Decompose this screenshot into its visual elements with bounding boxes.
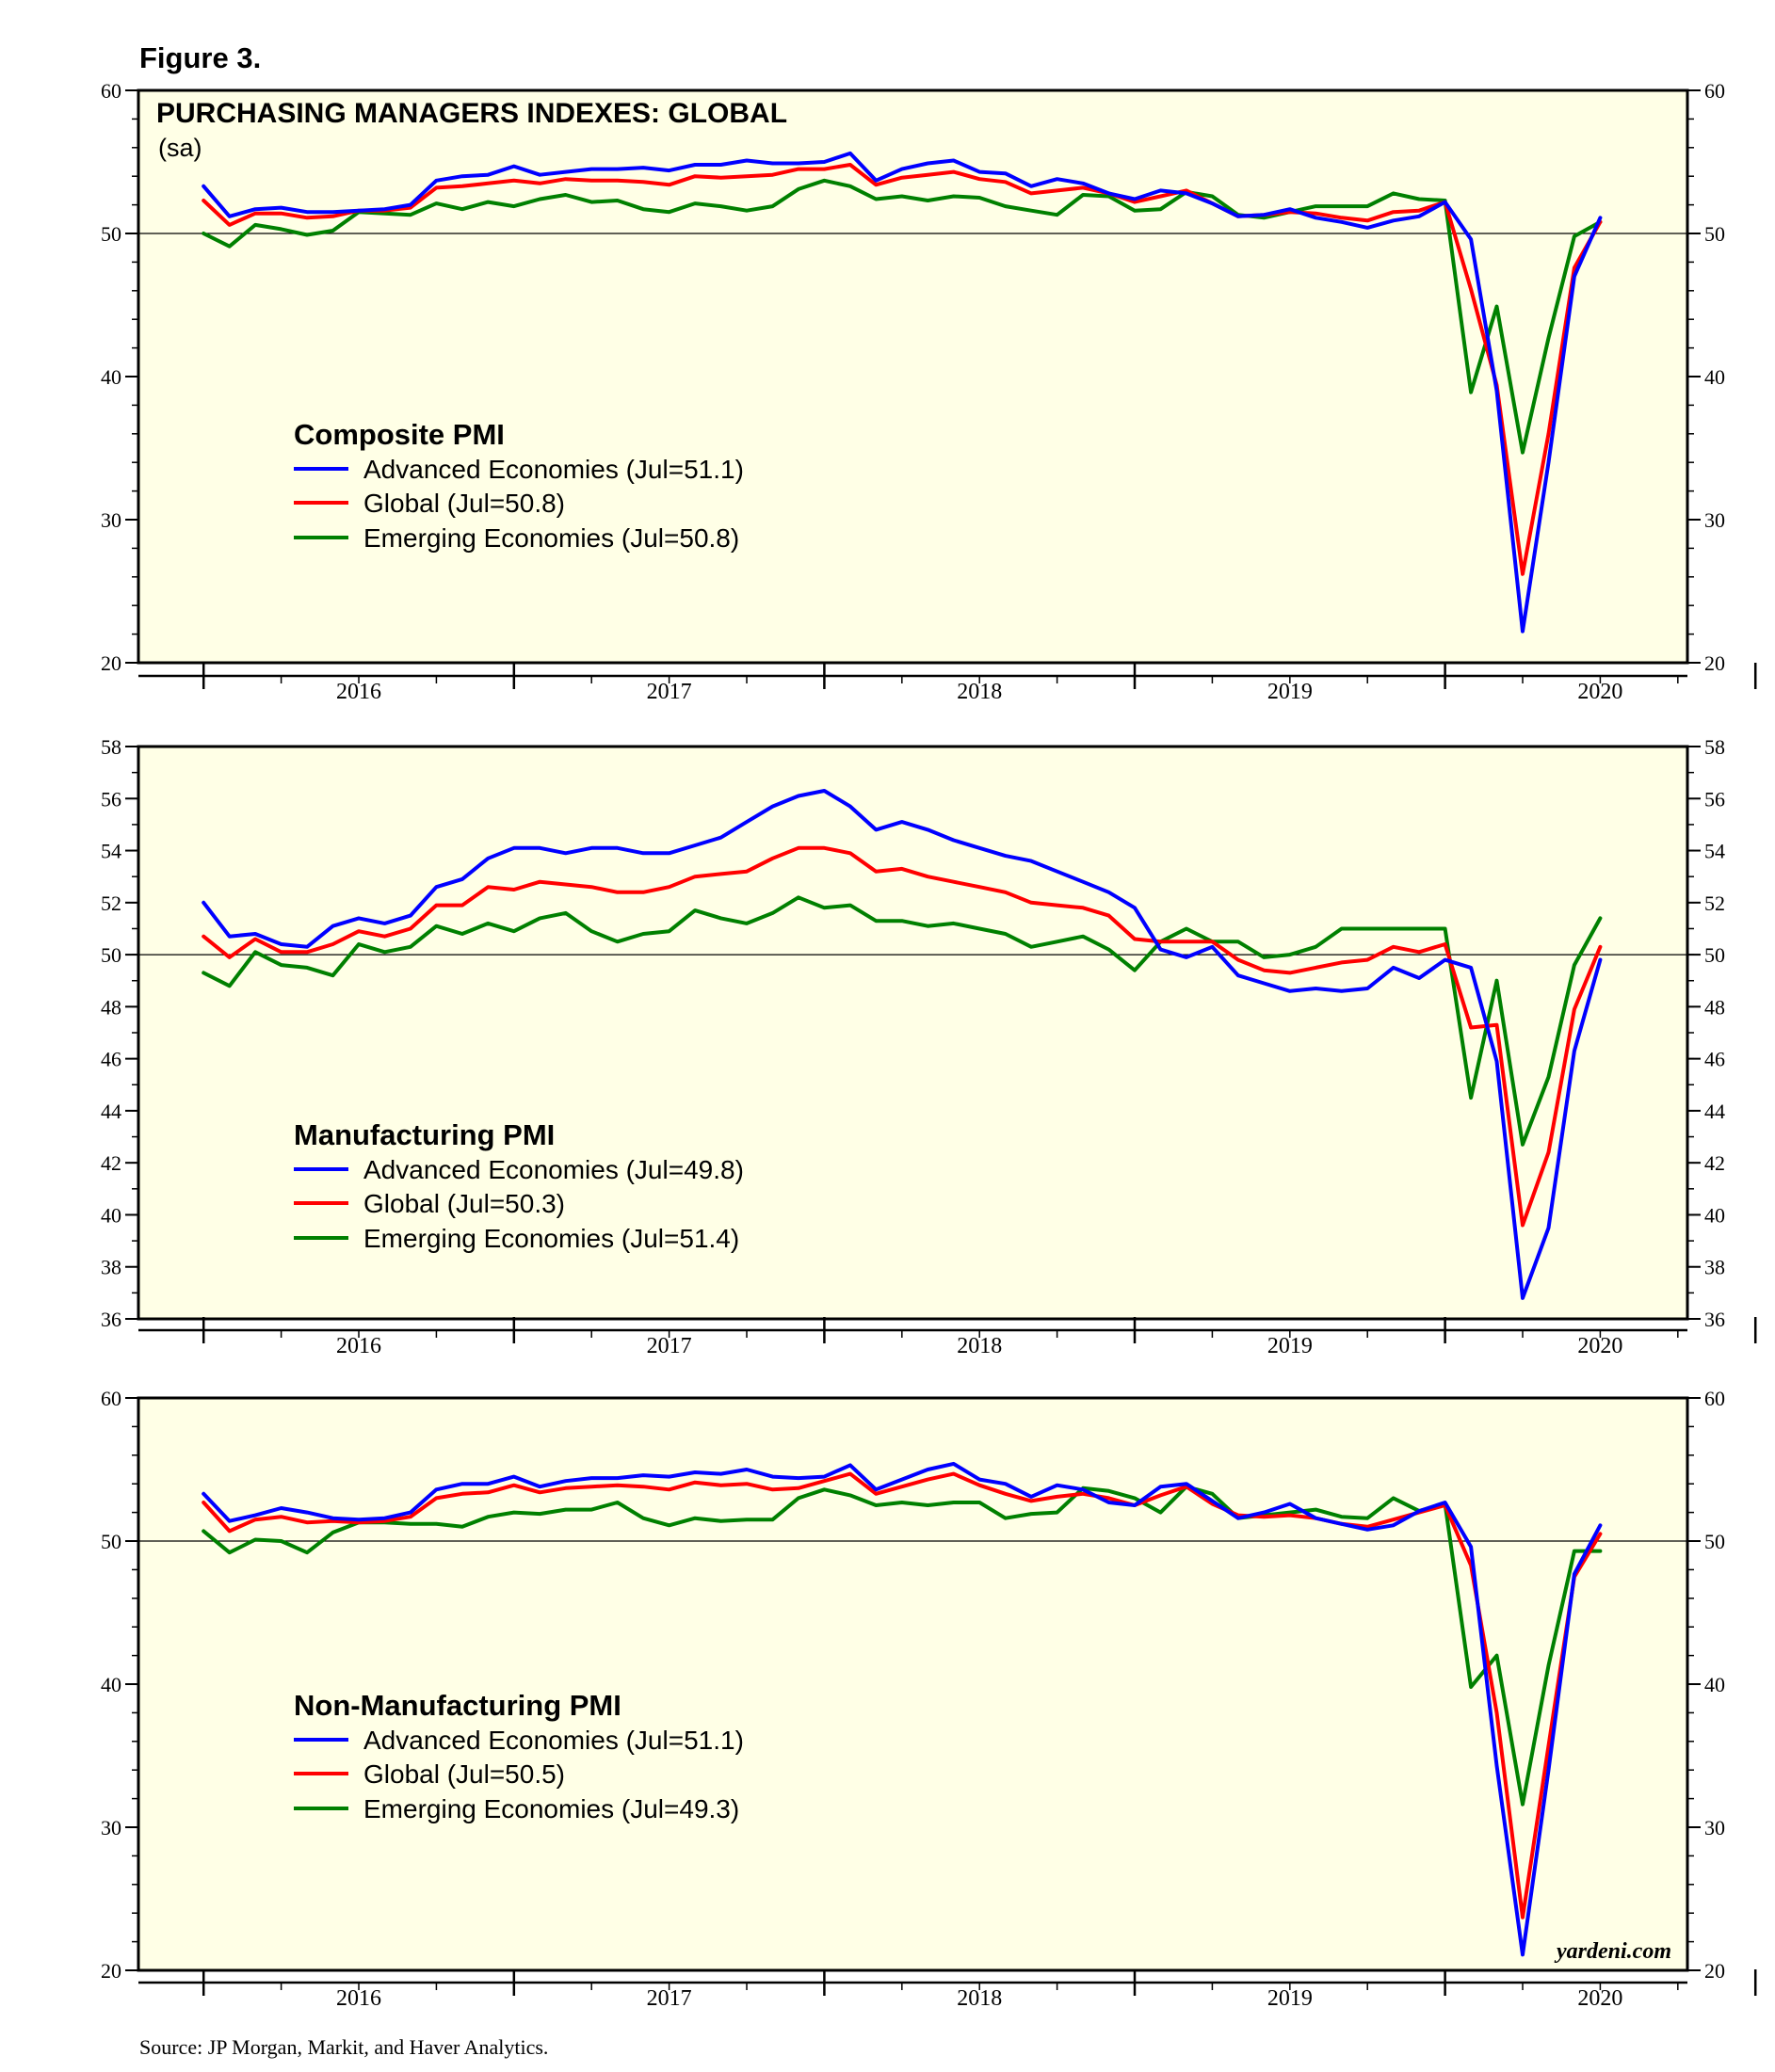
x-year-label: 2017 — [647, 1986, 692, 2011]
y-tick-label-right: 44 — [1704, 1100, 1725, 1123]
plot-area-manufacturing — [138, 747, 1687, 1319]
legend-item-global: Global (Jul=50.3) — [363, 1189, 565, 1218]
y-tick-label-left: 36 — [101, 1308, 121, 1331]
series-line-global — [202, 163, 1603, 576]
legend-title-manufacturing: Manufacturing PMI — [294, 1118, 555, 1151]
source-note: Source: JP Morgan, Markit, and Haver Ana… — [139, 2035, 548, 2059]
series-line-emerging — [202, 178, 1603, 455]
subtitle: (sa) — [158, 134, 202, 162]
legend-item-advanced: Advanced Economies (Jul=51.1) — [363, 1726, 744, 1755]
y-tick-label-left: 38 — [101, 1256, 121, 1279]
y-tick-label-right: 38 — [1704, 1256, 1725, 1279]
legend-item-advanced: Advanced Economies (Jul=51.1) — [363, 455, 744, 484]
y-tick-label-left: 50 — [101, 943, 121, 967]
x-year-label: 2016 — [336, 680, 381, 704]
y-tick-label-left: 60 — [101, 1387, 121, 1410]
x-year-label: 2016 — [336, 1334, 381, 1358]
y-tick-label-right: 60 — [1704, 79, 1725, 103]
legend-title-composite: Composite PMI — [294, 418, 505, 451]
series-line-global — [202, 1471, 1603, 1919]
y-tick-label-right: 46 — [1704, 1048, 1725, 1071]
panel-manufacturing: 36 36 38 38 40 40 42 42 44 44 46 46 48 48 50 50 52 52 54 54… — [101, 735, 1757, 1358]
y-tick-label-left: 52 — [101, 891, 121, 915]
y-tick-label-right: 58 — [1704, 735, 1725, 759]
x-year-label: 2019 — [1267, 680, 1313, 704]
y-tick-label-left: 20 — [101, 651, 121, 675]
y-tick-label-left: 42 — [101, 1151, 121, 1175]
plot-area-composite — [138, 90, 1687, 663]
y-tick-label-left: 40 — [101, 1203, 121, 1227]
y-tick-label-right: 42 — [1704, 1151, 1725, 1175]
plot-frame-non-manufacturing — [137, 1396, 1689, 1972]
legend-item-global: Global (Jul=50.8) — [363, 489, 565, 518]
y-tick-label-left: 40 — [101, 1673, 121, 1696]
x-year-label: 2018 — [957, 1986, 1002, 2011]
legend-title-non-manufacturing: Non-Manufacturing PMI — [294, 1689, 621, 1722]
y-tick-label-right: 54 — [1704, 840, 1725, 863]
y-tick-label-right: 60 — [1704, 1387, 1725, 1410]
y-tick-label-left: 56 — [101, 787, 121, 811]
plot-frame-composite — [137, 88, 1689, 665]
series-line-advanced — [202, 1461, 1603, 1957]
x-year-label: 2020 — [1577, 1986, 1622, 2011]
y-tick-label-left: 54 — [101, 840, 121, 863]
y-tick-label-right: 50 — [1704, 943, 1725, 967]
y-tick-label-left: 20 — [101, 1959, 121, 1983]
y-tick-label-right: 48 — [1704, 995, 1725, 1019]
y-tick-label-left: 40 — [101, 365, 121, 389]
legend-item-emerging: Emerging Economies (Jul=49.3) — [363, 1794, 739, 1823]
y-tick-label-right: 30 — [1704, 1816, 1725, 1839]
legend-item-emerging: Emerging Economies (Jul=51.4) — [363, 1224, 739, 1253]
series-line-emerging — [202, 1485, 1603, 1807]
series-line-advanced — [202, 789, 1603, 1300]
series-non-manufacturing — [202, 1461, 1603, 1957]
x-year-label: 2016 — [336, 1986, 381, 2011]
y-tick-label-right: 52 — [1704, 891, 1725, 915]
legend-item-advanced: Advanced Economies (Jul=49.8) — [363, 1155, 744, 1184]
y-tick-label-right: 50 — [1704, 1530, 1725, 1553]
series-line-emerging — [202, 895, 1603, 1147]
figure-label: Figure 3. — [139, 41, 261, 74]
series-line-global — [202, 845, 1603, 1228]
x-year-label: 2020 — [1577, 680, 1622, 704]
watermark: yardeni.com — [1554, 1939, 1671, 1964]
y-tick-label-right: 40 — [1704, 1673, 1725, 1696]
y-tick-label-right: 40 — [1704, 365, 1725, 389]
x-year-label: 2019 — [1267, 1986, 1313, 2011]
y-tick-label-left: 30 — [101, 1816, 121, 1839]
legend-item-emerging: Emerging Economies (Jul=50.8) — [363, 523, 739, 553]
series-manufacturing — [202, 789, 1603, 1300]
y-tick-label-right: 20 — [1704, 651, 1725, 675]
y-tick-label-left: 44 — [101, 1100, 121, 1123]
y-tick-label-right: 40 — [1704, 1203, 1725, 1227]
series-composite — [202, 151, 1603, 634]
x-year-label: 2018 — [957, 1334, 1002, 1358]
y-tick-label-left: 60 — [101, 79, 121, 103]
x-year-label: 2017 — [647, 680, 692, 704]
legend-item-global: Global (Jul=50.5) — [363, 1759, 565, 1789]
x-year-label: 2020 — [1577, 1334, 1622, 1358]
x-year-label: 2018 — [957, 680, 1002, 704]
plot-frame-manufacturing — [137, 745, 1689, 1321]
y-tick-label-right: 56 — [1704, 787, 1725, 811]
y-tick-label-left: 50 — [101, 222, 121, 246]
y-tick-label-left: 48 — [101, 995, 121, 1019]
y-tick-label-right: 50 — [1704, 222, 1725, 246]
series-line-advanced — [202, 151, 1603, 634]
y-tick-label-right: 30 — [1704, 508, 1725, 532]
main-title: PURCHASING MANAGERS INDEXES: GLOBAL — [156, 98, 787, 129]
y-tick-label-left: 30 — [101, 508, 121, 532]
y-tick-label-left: 46 — [101, 1048, 121, 1071]
y-tick-label-left: 58 — [101, 735, 121, 759]
plot-area-non-manufacturing — [138, 1398, 1687, 1970]
y-tick-label-right: 20 — [1704, 1959, 1725, 1983]
y-tick-label-left: 50 — [101, 1530, 121, 1553]
y-tick-label-right: 36 — [1704, 1308, 1725, 1331]
x-year-label: 2017 — [647, 1334, 692, 1358]
x-year-label: 2019 — [1267, 1334, 1313, 1358]
